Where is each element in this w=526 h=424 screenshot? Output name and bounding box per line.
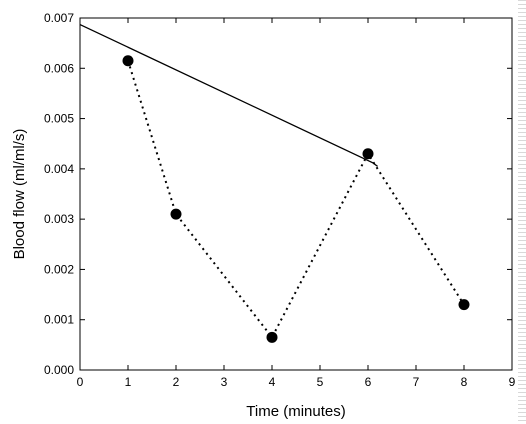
x-axis-title: Time (minutes) (246, 403, 345, 420)
x-tick-label: 2 (173, 375, 180, 389)
data-point (458, 299, 470, 311)
x-tick-label: 3 (221, 375, 228, 389)
y-tick-label: 0.007 (44, 11, 74, 25)
y-tick-label: 0.003 (44, 212, 74, 226)
y-axis-title: Blood flow (ml/ml/s) (11, 129, 28, 260)
y-axis-ticks: 0.000 0.001 0.002 0.003 0.004 0.005 0.006 0.007 (44, 11, 512, 377)
x-tick-label: 7 (413, 375, 420, 389)
x-tick-label: 4 (269, 375, 276, 389)
plot-frame (79, 17, 513, 371)
x-axis-ticks: 0 1 2 3 4 5 6 7 8 9 (77, 18, 516, 389)
x-tick-label: 6 (365, 375, 372, 389)
series-0-dotted-line (127, 60, 465, 340)
data-point (122, 55, 134, 67)
y-tick-label: 0.000 (44, 363, 74, 377)
window-edge (518, 0, 526, 424)
x-tick-label: 0 (77, 375, 84, 389)
x-tick-label: 9 (509, 375, 516, 389)
y-tick-label: 0.006 (44, 61, 74, 75)
series-layer (79, 23, 470, 343)
data-point (266, 331, 278, 343)
data-point (170, 208, 182, 220)
y-tick-label: 0.004 (44, 162, 74, 176)
series-1-solid-line (79, 23, 378, 167)
x-tick-label: 1 (125, 375, 132, 389)
y-tick-label: 0.001 (44, 313, 74, 327)
y-tick-label: 0.005 (44, 112, 74, 126)
x-tick-label: 8 (461, 375, 468, 389)
x-tick-label: 5 (317, 375, 324, 389)
data-point (362, 148, 374, 160)
y-tick-label: 0.002 (44, 262, 74, 276)
